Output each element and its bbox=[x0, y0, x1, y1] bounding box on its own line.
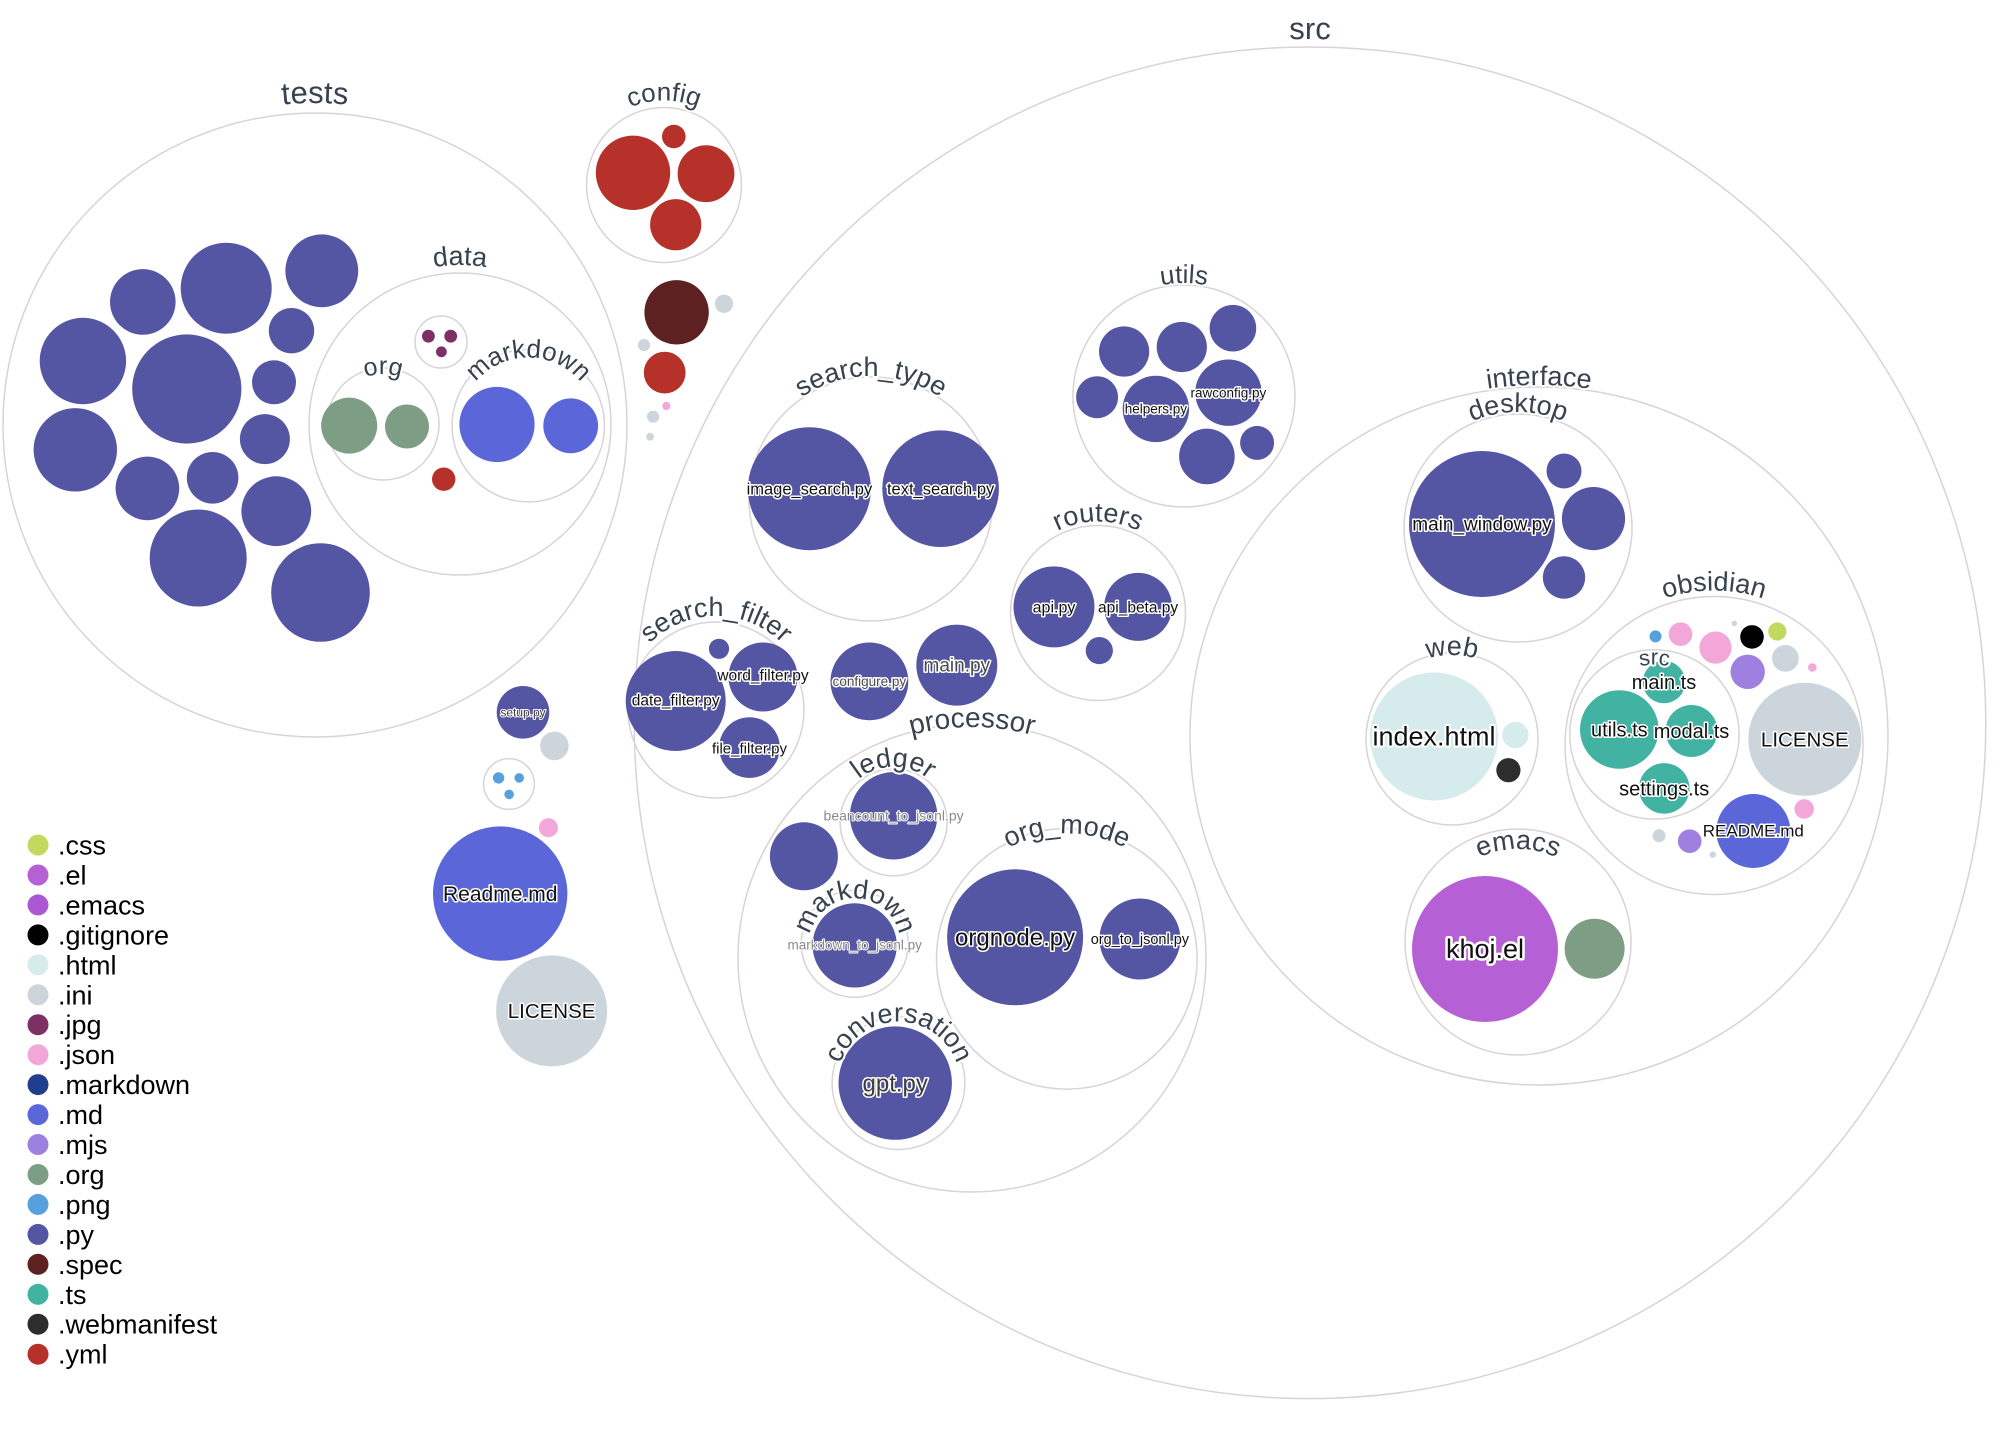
svg-text:.ts: .ts bbox=[58, 1280, 87, 1310]
svg-text:.markdown: .markdown bbox=[58, 1070, 190, 1100]
svg-text:.md: .md bbox=[58, 1100, 103, 1130]
svg-text:helpers.py: helpers.py bbox=[1125, 402, 1188, 417]
svg-text:data: data bbox=[431, 241, 490, 273]
svg-text:src: src bbox=[1637, 645, 1671, 671]
svg-text:org_to_jsonl.py: org_to_jsonl.py bbox=[1091, 932, 1190, 948]
svg-text:.org: .org bbox=[58, 1160, 105, 1190]
svg-text:markdown_to_jsonl.py: markdown_to_jsonl.py bbox=[788, 938, 923, 953]
svg-text:main.ts: main.ts bbox=[1632, 672, 1696, 694]
svg-text:main_window.py: main_window.py bbox=[1412, 515, 1552, 536]
svg-text:.spec: .spec bbox=[58, 1250, 123, 1280]
svg-text:.png: .png bbox=[58, 1190, 111, 1220]
svg-text:tests: tests bbox=[280, 75, 350, 112]
svg-text:Readme.md: Readme.md bbox=[443, 883, 557, 906]
svg-text:api_beta.py: api_beta.py bbox=[1098, 600, 1178, 617]
svg-text:README.md: README.md bbox=[1703, 822, 1804, 841]
svg-text:file_filter.py: file_filter.py bbox=[712, 740, 788, 757]
svg-text:.gitignore: .gitignore bbox=[58, 920, 169, 950]
svg-text:src: src bbox=[1289, 11, 1331, 46]
svg-text:text_search.py: text_search.py bbox=[887, 481, 995, 499]
svg-text:.css: .css bbox=[58, 831, 106, 861]
svg-text:.emacs: .emacs bbox=[58, 890, 145, 920]
svg-text:khoj.el: khoj.el bbox=[1446, 934, 1524, 964]
svg-text:orgnode.py: orgnode.py bbox=[955, 925, 1075, 952]
svg-text:word_filter.py: word_filter.py bbox=[716, 667, 809, 684]
svg-text:.webmanifest: .webmanifest bbox=[58, 1310, 218, 1340]
svg-text:utils.ts: utils.ts bbox=[1591, 720, 1648, 742]
svg-text:.json: .json bbox=[58, 1040, 115, 1070]
svg-text:modal.ts: modal.ts bbox=[1654, 721, 1730, 743]
svg-text:.jpg: .jpg bbox=[58, 1010, 102, 1040]
svg-text:interface: interface bbox=[1484, 361, 1593, 395]
svg-text:LICENSE: LICENSE bbox=[1761, 729, 1849, 752]
svg-text:.py: .py bbox=[58, 1220, 95, 1250]
svg-text:setup.py: setup.py bbox=[500, 706, 545, 720]
svg-text:gpt.py: gpt.py bbox=[863, 1071, 928, 1098]
svg-text:.html: .html bbox=[58, 950, 117, 980]
svg-text:main.py: main.py bbox=[924, 656, 991, 677]
svg-text:.el: .el bbox=[58, 861, 87, 891]
svg-text:settings.ts: settings.ts bbox=[1619, 778, 1709, 800]
svg-text:configure.py: configure.py bbox=[833, 674, 907, 689]
svg-text:beancount_to_jsonl.py: beancount_to_jsonl.py bbox=[824, 808, 964, 824]
svg-text:.ini: .ini bbox=[58, 980, 93, 1010]
svg-text:org: org bbox=[360, 352, 405, 383]
svg-text:web: web bbox=[1422, 631, 1481, 664]
svg-text:date_filter.py: date_filter.py bbox=[632, 693, 720, 710]
svg-text:utils: utils bbox=[1158, 259, 1211, 291]
svg-text:config: config bbox=[622, 76, 705, 112]
svg-text:index.html: index.html bbox=[1372, 722, 1495, 752]
svg-text:api.py: api.py bbox=[1033, 600, 1076, 617]
svg-text:.mjs: .mjs bbox=[58, 1130, 108, 1160]
svg-text:rawconfig.py: rawconfig.py bbox=[1191, 386, 1267, 401]
svg-text:.yml: .yml bbox=[58, 1340, 108, 1370]
svg-text:image_search.py: image_search.py bbox=[747, 481, 873, 499]
svg-text:LICENSE: LICENSE bbox=[508, 1000, 596, 1023]
